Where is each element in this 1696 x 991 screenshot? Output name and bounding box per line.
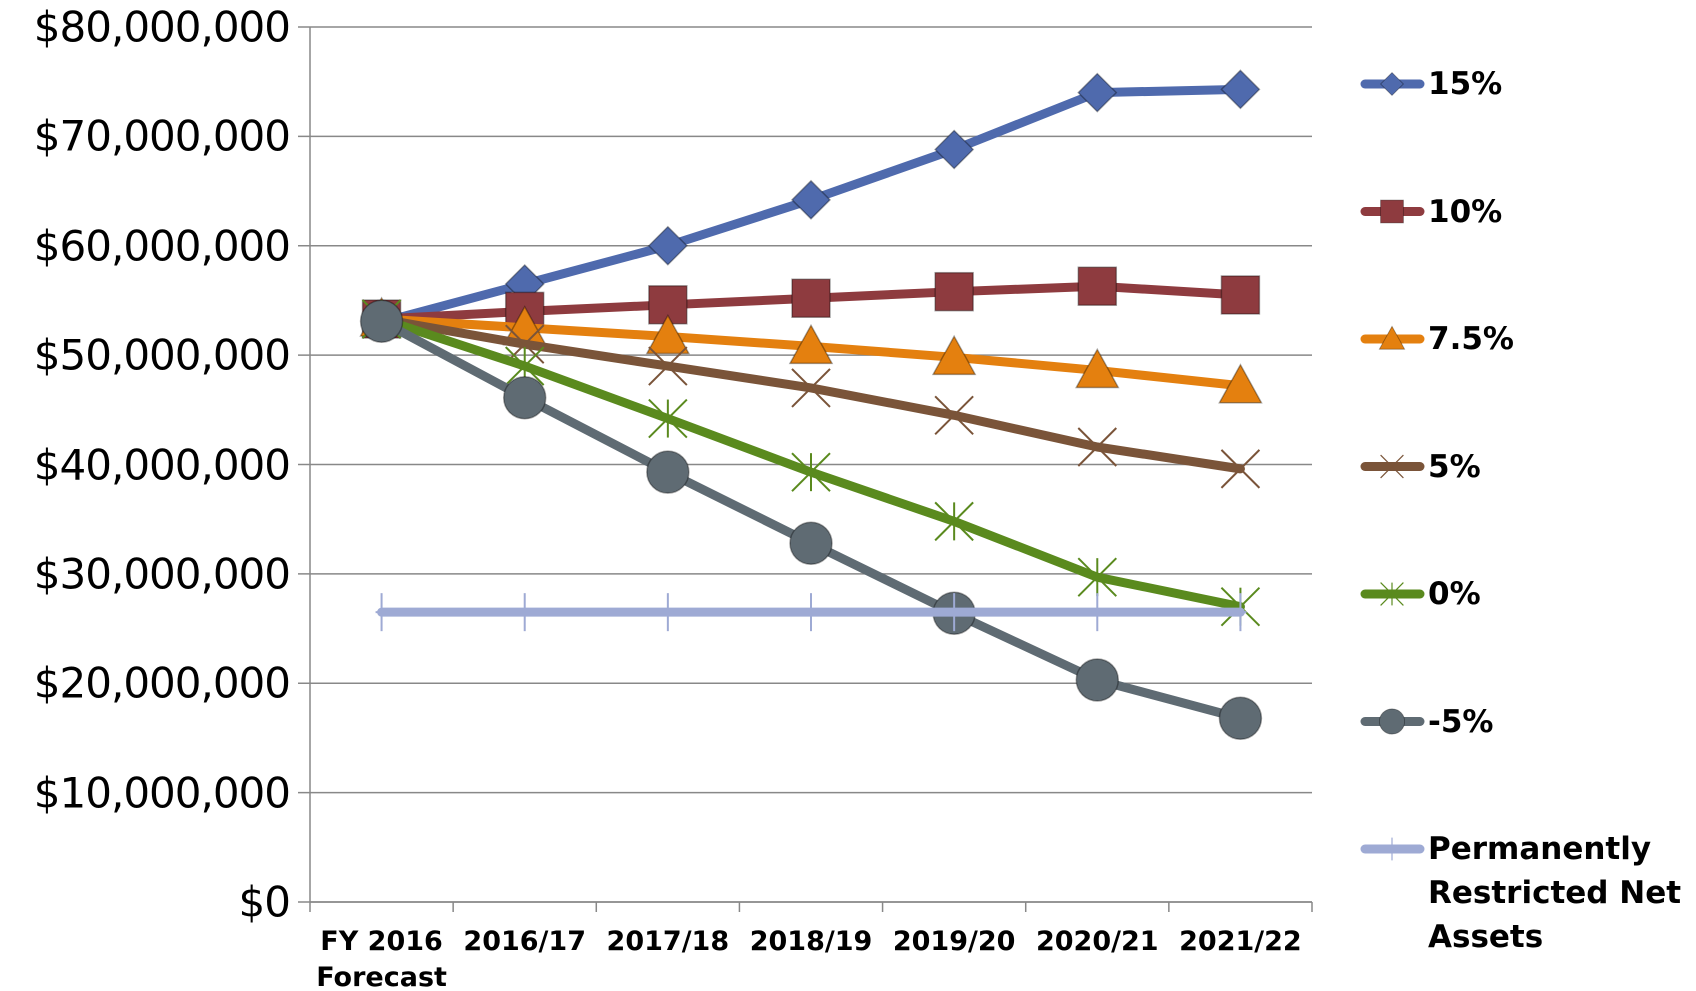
y-tick-label: $60,000,000 [33,221,291,271]
x-tick-label: FY 2016 Forecast [316,926,447,991]
marker [645,313,691,355]
marker [1077,557,1117,597]
marker [648,398,688,439]
marker [375,593,388,632]
legend-label: 7.5% [1428,321,1514,357]
marker [502,376,547,420]
x-tick-label: 2021/22 [1179,926,1302,957]
y-tick-label: $40,000,000 [33,440,291,489]
marker [1378,708,1406,735]
marker [789,521,833,565]
y-tick-label: $70,000,000 [33,111,291,161]
marker [518,593,531,632]
marker [948,593,961,632]
legend-key [1360,454,1425,479]
x-tick-label: 2020/21 [1035,926,1159,957]
y-tick-label: $10,000,000 [33,768,291,818]
marker [1378,325,1406,350]
marker [1379,71,1405,97]
marker [359,299,404,343]
marker [791,278,831,318]
legend-key [1360,708,1425,735]
marker [1077,266,1118,306]
marker-stroke [1380,454,1404,479]
marker [1220,275,1261,315]
marker [647,225,688,266]
x-tick-label: 2017/18 [606,926,730,957]
legend-key [1360,837,1425,861]
marker-stroke [648,346,688,386]
marker [1380,199,1404,224]
marker [791,452,831,492]
marker [791,368,831,408]
x-tick-label: 2019/20 [892,926,1016,957]
legend-label: 5% [1428,448,1481,485]
legend-key [1360,582,1425,606]
marker [1218,696,1263,740]
legend-label: 0% [1428,576,1481,612]
marker [1091,593,1104,632]
marker [1388,837,1396,861]
marker [931,334,977,376]
legend-label: 15% [1428,66,1503,102]
marker [790,179,832,220]
marker [788,323,834,365]
legend-label: 10% [1428,193,1503,230]
marker-stroke [934,395,974,435]
legend-key [1360,71,1425,97]
legend-key [1360,325,1425,350]
y-tick-label: $30,000,000 [33,549,291,599]
marker [934,271,974,312]
legend-key [1360,199,1425,224]
marker [934,129,975,170]
x-tick-label: 2016/17 [463,926,586,957]
x-tick-label: 2018/19 [749,926,873,957]
legend-label: -5% [1428,703,1494,740]
marker [1220,449,1261,489]
marker [505,324,545,364]
y-tick-label: $0 [238,877,291,927]
marker [805,593,817,632]
marker-stroke [505,324,545,364]
marker [646,450,690,494]
marker [1218,363,1263,404]
marker [661,593,674,632]
marker [934,501,974,542]
marker [1220,69,1261,110]
y-tick-label: $50,000,000 [33,330,291,380]
marker [648,346,688,386]
y-tick-label: $80,000,000 [33,2,291,52]
marker [1075,347,1120,389]
marker [1380,454,1404,479]
marker [934,395,974,435]
y-tick-label: $20,000,000 [33,658,291,708]
marker-stroke [1220,449,1261,489]
marker [1077,427,1117,467]
marker [1380,582,1404,606]
legend-label: Permanently Restricted Net Assets [1428,831,1682,955]
marker-stroke [791,368,831,408]
marker [1075,658,1120,702]
marker-stroke [1077,427,1117,467]
marker [1077,72,1118,113]
marker [1234,593,1247,632]
